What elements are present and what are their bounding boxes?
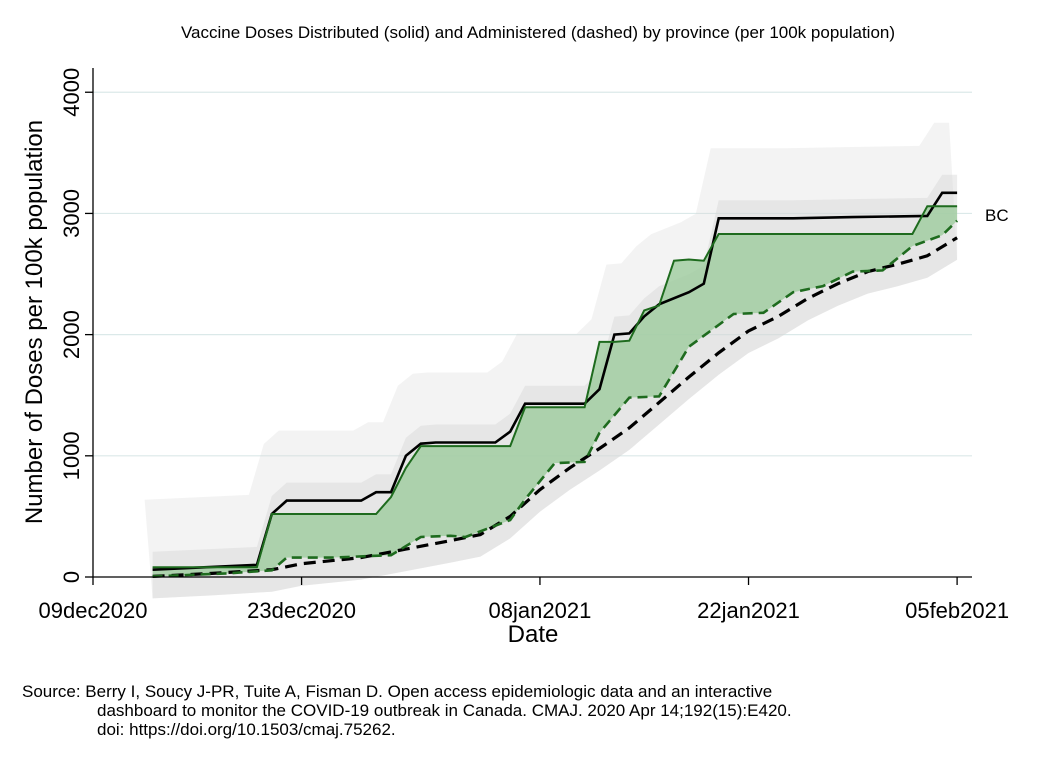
bc-shaded-area	[152, 206, 958, 577]
y-tick-label: 2000	[59, 310, 84, 359]
province-band-wide	[144, 122, 958, 599]
bc-administered-line	[152, 219, 959, 578]
x-tick-label: 22jan2021	[697, 598, 800, 623]
canada-administered-line	[152, 236, 958, 578]
y-tick-label: 0	[59, 571, 84, 583]
chart: Vaccine Doses Distributed (solid) and Ad…	[21, 23, 1010, 648]
x-axis-title: Date	[508, 621, 559, 648]
chart-title: Vaccine Doses Distributed (solid) and Ad…	[181, 23, 895, 42]
bc-distributed-line	[152, 205, 958, 569]
bc-label: BC	[985, 206, 1009, 225]
source-note: Source: Berry I, Soucy J-PR, Tuite A, Fi…	[22, 682, 1022, 739]
province-bands	[144, 122, 958, 599]
source-line-2: dashboard to monitor the COVID-19 outbre…	[97, 701, 792, 720]
series-lines	[152, 191, 959, 578]
x-tick-label: 23dec2020	[247, 598, 356, 623]
x-tick-label: 05feb2021	[905, 598, 1009, 623]
bc-fill-area	[152, 206, 958, 577]
y-tick-label: 3000	[59, 189, 84, 238]
y-tick-label: 1000	[59, 431, 84, 480]
y-tick-label: 4000	[59, 68, 84, 117]
y-axis-title: Number of Doses per 100k population	[21, 120, 48, 524]
source-line-3: doi: https://doi.org/10.1503/cmaj.75262.	[97, 720, 396, 739]
axes: 0 1000 2000 3000 4000 09dec2020 23dec2020 08jan…	[39, 68, 1010, 623]
x-tick-label: 08jan2021	[489, 598, 592, 623]
canada-distributed-line	[152, 191, 958, 571]
source-line-1: Source: Berry I, Soucy J-PR, Tuite A, Fi…	[22, 682, 773, 701]
x-tick-label: 09dec2020	[39, 598, 148, 623]
